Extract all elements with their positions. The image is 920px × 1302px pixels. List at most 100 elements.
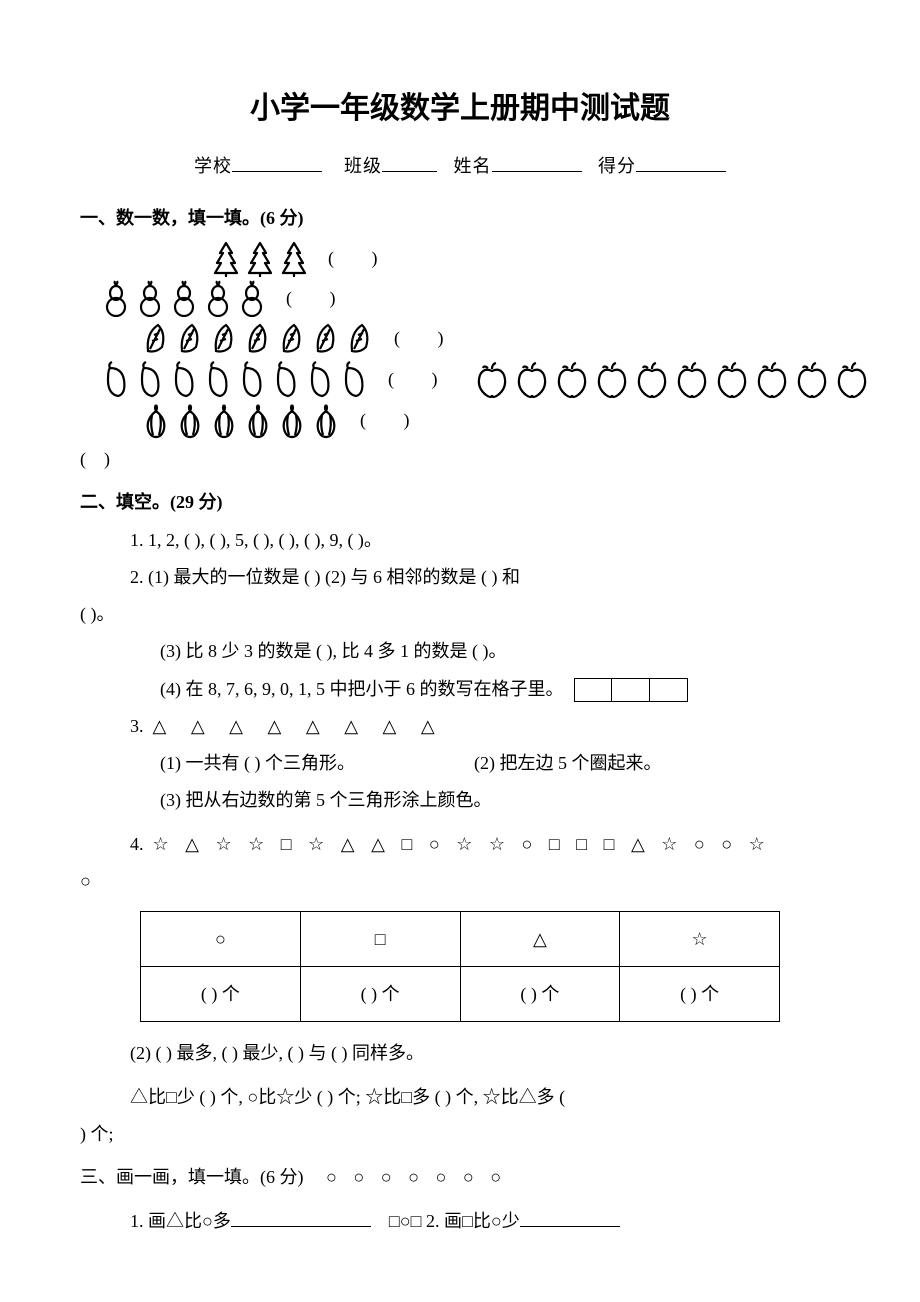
q2-2-4-text: (4) 在 8, 7, 6, 9, 0, 1, 5 中把小于 6 的数写在格子里… — [160, 679, 564, 699]
th-square: □ — [300, 911, 460, 966]
count-blank[interactable]: ( ) — [286, 281, 342, 315]
leaf-icon — [344, 319, 376, 357]
answer-grid[interactable] — [574, 678, 688, 702]
page-title: 小学一年级数学上册期中测试题 — [80, 80, 840, 137]
gourd-icon — [202, 279, 234, 317]
chili-icon — [100, 360, 132, 398]
apple-icon — [554, 359, 590, 399]
q3-row: 3. △ △ △ △ △ △ △ △ — [80, 709, 840, 743]
school-blank[interactable] — [232, 154, 322, 172]
q3-1: (1) 一共有 ( ) 个三角形。 — [160, 753, 355, 773]
standalone-blank: ( ) — [80, 442, 840, 476]
gourd-icon — [134, 279, 166, 317]
section3-q1: 1. 画△比○多 □○□ 2. 画□比○少 — [80, 1204, 840, 1238]
icon-group — [140, 319, 376, 357]
apple-icon — [674, 359, 710, 399]
q4-table: ○ □ △ ☆ ( ) 个 ( ) 个 ( ) 个 ( ) 个 — [140, 911, 780, 1022]
table-answer-row: ( ) 个 ( ) 个 ( ) 个 ( ) 个 — [141, 966, 780, 1021]
chili-icon — [236, 360, 268, 398]
school-label: 学校 — [194, 156, 232, 176]
count-blank[interactable]: ( ) — [360, 403, 416, 437]
count-row: ( ) — [80, 279, 840, 317]
garlic-icon — [174, 401, 206, 439]
leaf-icon — [242, 319, 274, 357]
chili-icon — [168, 360, 200, 398]
count-blank[interactable]: ( ) — [388, 362, 444, 396]
chili-icon — [202, 360, 234, 398]
garlic-icon — [276, 401, 308, 439]
section1-heading: 一、数一数，填一填。(6 分) — [80, 201, 840, 235]
q3-3: (3) 把从右边数的第 5 个三角形涂上颜色。 — [80, 783, 840, 817]
td-square[interactable]: ( ) 个 — [300, 966, 460, 1021]
gourd-icon — [236, 279, 268, 317]
q4-compare-tail: ) 个; — [80, 1117, 840, 1151]
q4-row: 4. ☆ △ ☆ ☆ □ ☆ △ △ □ ○ ☆ ☆ ○ □ □ □ △ ☆ ○… — [80, 827, 840, 861]
s3-q1-blank2[interactable] — [520, 1209, 620, 1227]
icon-group — [210, 239, 310, 277]
q4-sequence: ☆ △ ☆ ☆ □ ☆ △ △ □ ○ ☆ ☆ ○ □ □ □ △ ☆ ○ ○ … — [153, 834, 771, 854]
th-circle: ○ — [141, 911, 301, 966]
q3-subs: (1) 一共有 ( ) 个三角形。 (2) 把左边 5 个圈起来。 — [80, 746, 840, 780]
chili-icon — [304, 360, 336, 398]
s3-q1-blank1[interactable] — [231, 1209, 371, 1227]
name-label: 姓名 — [454, 156, 492, 176]
garlic-icon — [242, 401, 274, 439]
leaf-icon — [310, 319, 342, 357]
icon-group — [140, 401, 342, 439]
q2-2-1: 2. (1) 最大的一位数是 ( ) (2) 与 6 相邻的数是 ( ) 和 — [80, 560, 840, 594]
garlic-icon — [140, 401, 172, 439]
name-blank[interactable] — [492, 154, 582, 172]
chili-icon — [338, 360, 370, 398]
apple-group — [474, 359, 870, 399]
table-header-row: ○ □ △ ☆ — [141, 911, 780, 966]
td-circle[interactable]: ( ) 个 — [141, 966, 301, 1021]
td-triangle[interactable]: ( ) 个 — [460, 966, 620, 1021]
q3-label: 3. — [130, 716, 144, 736]
chili-icon — [270, 360, 302, 398]
q4-2: (2) ( ) 最多, ( ) 最少, ( ) 与 ( ) 同样多。 — [80, 1036, 840, 1070]
s3-q1-pre: 1. 画△比○多 — [130, 1211, 231, 1231]
q3-triangles: △ △ △ △ △ △ △ △ — [153, 716, 445, 736]
q3-2: (2) 把左边 5 个圈起来。 — [474, 753, 662, 773]
q4-compare: △比□少 ( ) 个, ○比☆少 ( ) 个; ☆比□多 ( ) 个, ☆比△多… — [80, 1080, 840, 1114]
class-blank[interactable] — [382, 154, 437, 172]
chili-icon — [134, 360, 166, 398]
leaf-icon — [140, 319, 172, 357]
score-blank[interactable] — [636, 154, 726, 172]
count-row: ( ) — [80, 401, 840, 439]
icon-group — [100, 279, 268, 317]
apple-icon — [754, 359, 790, 399]
q2-1: 1. 1, 2, ( ), ( ), 5, ( ), ( ), ( ), 9, … — [80, 523, 840, 557]
count-blank[interactable]: ( ) — [394, 321, 450, 355]
section3-circles: ○ ○ ○ ○ ○ ○ ○ — [326, 1167, 507, 1187]
tree-icon — [210, 239, 242, 277]
apple-icon — [594, 359, 630, 399]
leaf-icon — [174, 319, 206, 357]
tree-icon — [244, 239, 276, 277]
q4-extra: ○ — [80, 864, 840, 898]
th-triangle: △ — [460, 911, 620, 966]
gourd-icon — [168, 279, 200, 317]
apple-icon — [514, 359, 550, 399]
student-info-line: 学校 班级 姓名 得分 — [80, 149, 840, 183]
section2-heading: 二、填空。(29 分) — [80, 485, 840, 519]
class-label: 班级 — [344, 156, 382, 176]
garlic-icon — [208, 401, 240, 439]
count-row: ( ) — [80, 359, 840, 399]
th-star: ☆ — [620, 911, 780, 966]
q2-2-1b: ( )。 — [80, 597, 840, 631]
count-blank[interactable]: ( ) — [328, 241, 384, 275]
apple-icon — [634, 359, 670, 399]
td-star[interactable]: ( ) 个 — [620, 966, 780, 1021]
leaf-icon — [276, 319, 308, 357]
count-row: ( ) — [80, 319, 840, 357]
counting-rows-container: ( ) ( ) ( ) ( ) ( ) — [80, 239, 840, 439]
tree-icon — [278, 239, 310, 277]
section3-heading: 三、画一画，填一填。(6 分) — [80, 1167, 304, 1187]
score-label: 得分 — [598, 156, 636, 176]
q2-2-4-row: (4) 在 8, 7, 6, 9, 0, 1, 5 中把小于 6 的数写在格子里… — [80, 672, 840, 706]
icon-group — [100, 360, 370, 398]
apple-icon — [794, 359, 830, 399]
q2-2-3: (3) 比 8 少 3 的数是 ( ), 比 4 多 1 的数是 ( )。 — [80, 634, 840, 668]
gourd-icon — [100, 279, 132, 317]
